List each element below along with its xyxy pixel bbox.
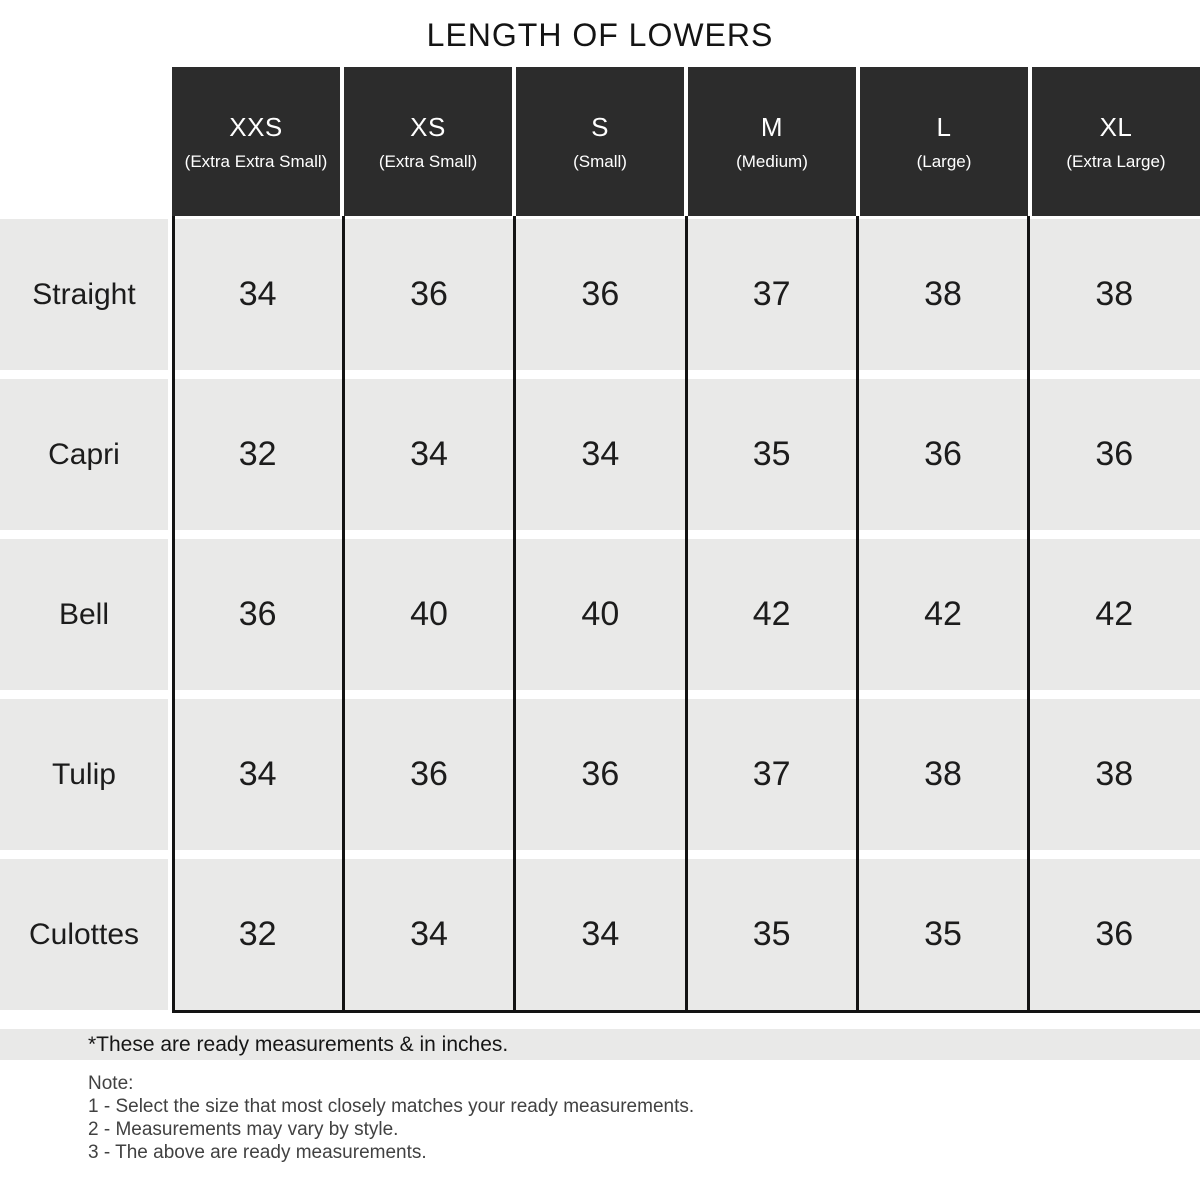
table-cell: 34 — [581, 435, 620, 473]
column-header-xxs: XXS (Extra Extra Small) — [172, 67, 340, 216]
table-cell: 36 — [410, 755, 448, 793]
note-item: 3 - The above are ready measurements. — [88, 1142, 427, 1163]
column-header-l: L (Large) — [860, 67, 1028, 216]
row-label: Tulip — [0, 699, 168, 850]
column-divider — [513, 216, 517, 1013]
table-cell: 35 — [924, 915, 962, 953]
table-cell: 38 — [1095, 755, 1134, 793]
column-divider — [1027, 216, 1031, 1013]
table-cell: 36 — [410, 275, 448, 313]
size-abbr: M — [760, 111, 784, 142]
notes-heading: Note: — [88, 1073, 134, 1094]
table-border-left — [172, 216, 175, 1013]
row-label: Straight — [0, 219, 168, 370]
page-title: LENGTH OF LOWERS — [426, 17, 774, 53]
notes-section: Note: 1 - Select the size that most clos… — [88, 1072, 1160, 1164]
row-label: Culottes — [0, 859, 168, 1010]
table-cell: 34 — [581, 915, 620, 953]
column-divider — [855, 216, 859, 1013]
size-full: (Large) — [916, 151, 972, 171]
size-full: (Extra Extra Small) — [184, 151, 328, 171]
table-cell: 36 — [581, 275, 620, 313]
table-row-capri: Capri 32 34 34 35 36 36 — [0, 379, 1200, 530]
column-header-m: M (Medium) — [688, 67, 856, 216]
table-cell: 36 — [238, 595, 277, 633]
table-cell: 37 — [752, 755, 791, 793]
size-table: XXS (Extra Extra Small) XS (Extra Small)… — [0, 67, 1200, 1013]
size-abbr: XS — [410, 111, 446, 142]
table-cell: 42 — [752, 595, 791, 633]
row-label: Capri — [0, 379, 168, 530]
table-cell: 36 — [581, 755, 620, 793]
table-cell: 37 — [752, 275, 791, 313]
table-cell: 40 — [410, 595, 448, 633]
table-cell: 36 — [924, 435, 962, 473]
table-cell: 38 — [1095, 275, 1134, 313]
table-cell: 38 — [924, 755, 962, 793]
table-cell: 35 — [752, 915, 791, 953]
column-header-xl: XL (Extra Large) — [1032, 67, 1200, 216]
table-cell: 42 — [924, 595, 962, 633]
table-cell: 34 — [238, 755, 277, 793]
table-cell: 32 — [238, 915, 277, 953]
table-cell: 40 — [581, 595, 620, 633]
size-abbr: XL — [1099, 111, 1133, 142]
table-cell: 42 — [1095, 595, 1134, 633]
table-row-tulip: Tulip 34 36 36 37 38 38 — [0, 699, 1200, 850]
size-abbr: XXS — [229, 111, 283, 142]
table-cell: 32 — [238, 435, 277, 473]
size-full: (Extra Large) — [1066, 151, 1166, 171]
table-row-culottes: Culottes 32 34 34 35 35 36 — [0, 859, 1200, 1010]
column-header-xs: XS (Extra Small) — [344, 67, 512, 216]
size-full: (Small) — [573, 151, 627, 171]
row-label: Bell — [0, 539, 168, 690]
table-border-bottom — [172, 1010, 1200, 1013]
table-row-bell: Bell 36 40 40 42 42 42 — [0, 539, 1200, 690]
table-cell: 34 — [238, 275, 277, 313]
size-abbr: S — [591, 111, 609, 142]
table-row-straight: Straight 34 36 36 37 38 38 — [0, 219, 1200, 370]
table-cell: 38 — [924, 275, 962, 313]
table-cell: 36 — [1095, 915, 1134, 953]
table-cell: 36 — [1095, 435, 1134, 473]
note-item: 1 - Select the size that most closely ma… — [88, 1096, 695, 1117]
table-cell: 34 — [410, 915, 448, 953]
table-cell: 35 — [752, 435, 791, 473]
column-divider — [684, 216, 688, 1013]
footnote-strip: *These are ready measurements & in inche… — [0, 1029, 1200, 1060]
size-full: (Extra Small) — [378, 151, 478, 171]
size-full: (Medium) — [736, 151, 808, 171]
column-header-s: S (Small) — [516, 67, 684, 216]
column-divider — [341, 216, 345, 1013]
table-cell: 34 — [410, 435, 448, 473]
footnote-text: *These are ready measurements & in inche… — [88, 1032, 509, 1056]
table-header-row: XXS (Extra Extra Small) XS (Extra Small)… — [172, 67, 1200, 216]
size-abbr: L — [936, 111, 952, 142]
note-item: 2 - Measurements may vary by style. — [88, 1119, 399, 1140]
